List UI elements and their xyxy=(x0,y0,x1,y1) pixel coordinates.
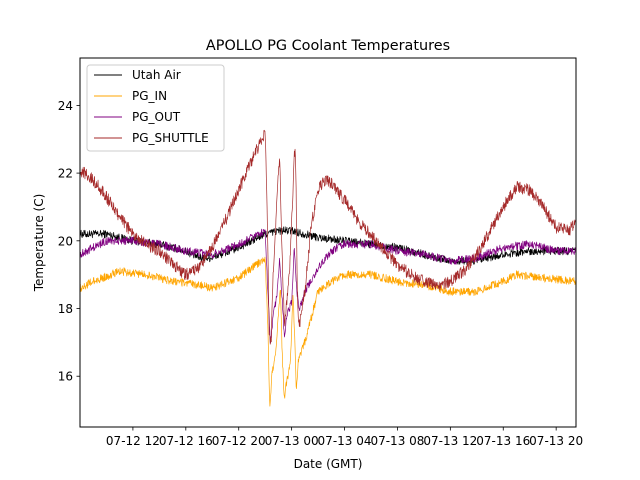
y-axis-title: Temperature (C) xyxy=(32,194,46,293)
y-tick-label: 16 xyxy=(58,370,73,384)
legend-label-pg-in: PG_IN xyxy=(132,89,167,103)
series-line-pg-shuttle xyxy=(79,129,577,345)
y-tick-label: 22 xyxy=(58,167,73,181)
chart-title: APOLLO PG Coolant Temperatures xyxy=(206,38,450,54)
x-tick-label: 07-12 12 xyxy=(106,434,160,448)
legend-box xyxy=(86,64,225,152)
legend-entry-pg-shuttle: PG_SHUTTLE xyxy=(94,131,209,145)
legend-entry-utah-air: Utah Air xyxy=(94,68,181,82)
legend-label-pg-shuttle: PG_SHUTTLE xyxy=(132,131,209,145)
series-line-utah-air xyxy=(79,226,577,266)
legend-label-pg-out: PG_OUT xyxy=(132,110,181,124)
x-tick-label: 07-13 00 xyxy=(265,434,319,448)
legend-entry-pg-in: PG_IN xyxy=(94,89,167,103)
y-tick-label: 18 xyxy=(58,302,73,316)
x-tick-label: 07-12 20 xyxy=(212,434,266,448)
legend-entry-pg-out: PG_OUT xyxy=(94,110,181,124)
legend-label-utah-air: Utah Air xyxy=(132,68,181,82)
y-axis: 16 18 20 22 24 xyxy=(58,99,80,384)
y-tick-label: 24 xyxy=(58,99,73,113)
x-tick-label: 07-13 04 xyxy=(318,434,372,448)
legend: Utah Air PG_IN PG_OUT PG_SHUTTLE xyxy=(86,64,225,152)
x-axis-title: Date (GMT) xyxy=(294,457,363,471)
x-tick-label: 07-13 12 xyxy=(423,434,477,448)
x-tick-label: 07-12 16 xyxy=(159,434,213,448)
x-tick-label: 07-13 08 xyxy=(370,434,424,448)
series-line-pg-out xyxy=(79,228,577,344)
series-layer xyxy=(79,129,577,407)
x-tick-label: 07-13 20 xyxy=(529,434,583,448)
y-tick-label: 20 xyxy=(58,234,73,248)
x-tick-label: 07-13 16 xyxy=(476,434,530,448)
plot-frame xyxy=(79,57,577,428)
series-line-pg-in xyxy=(79,256,577,407)
